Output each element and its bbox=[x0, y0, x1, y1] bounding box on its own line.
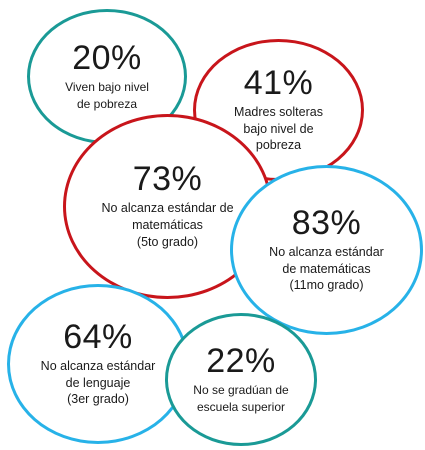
bubble-label-line: escuela superior bbox=[196, 399, 286, 414]
bubble-label-line: No se gradúan de bbox=[193, 383, 289, 398]
bubble-language-3rd-grade: 64% No alcanza estándar de lenguaje (3er… bbox=[7, 284, 189, 444]
bubble-percent: 20% bbox=[72, 39, 142, 78]
bubble-label-line: matemáticas bbox=[132, 218, 203, 233]
bubble-label-line: pobreza bbox=[255, 138, 302, 153]
bubble-label: No alcanza estándar de matemáticas (5to … bbox=[101, 200, 233, 251]
bubble-label-line: bajo nivel de bbox=[243, 121, 314, 136]
bubble-percent: 64% bbox=[63, 317, 133, 356]
bubble-label-line: Madres solteras bbox=[234, 104, 323, 119]
bubble-percent: 73% bbox=[132, 160, 203, 199]
bubble-poverty: 20% Viven bajo nivel de pobreza bbox=[27, 9, 187, 144]
bubble-label: Viven bajo nivel de pobreza bbox=[65, 79, 149, 111]
bubble-label-line: de lenguaje bbox=[65, 375, 131, 390]
bubble-percent: 83% bbox=[291, 203, 362, 242]
bubble-label-line: (11mo grado) bbox=[289, 278, 364, 293]
bubble-label-line: de matemáticas bbox=[282, 261, 371, 276]
bubble-percent: 41% bbox=[243, 63, 314, 102]
bubble-label-line: No alcanza estándar bbox=[269, 244, 384, 259]
bubble-label-line: Viven bajo nivel bbox=[65, 80, 149, 95]
bubble-label: No alcanza estándar de lenguaje (3er gra… bbox=[41, 358, 156, 409]
bubble-label: No alcanza estándar de matemáticas (11mo… bbox=[269, 244, 384, 295]
bubble-label-line: (5to grado) bbox=[136, 234, 199, 249]
bubble-label-line: No alcanza estándar de bbox=[101, 201, 234, 216]
bubble-single-mothers: 41% Madres solteras bajo nivel de pobrez… bbox=[193, 39, 364, 181]
bubble-high-school-dropout: 22% No se gradúan de escuela superior bbox=[165, 313, 317, 446]
bubble-label-line: No alcanza estándar bbox=[40, 358, 156, 373]
bubble-label-line: de pobreza bbox=[76, 96, 138, 111]
bubble-label: No se gradúan de escuela superior bbox=[193, 382, 288, 414]
bubble-label: Madres solteras bajo nivel de pobreza bbox=[234, 104, 323, 155]
bubble-label-line: (3er grado) bbox=[67, 392, 129, 407]
bubble-percent: 22% bbox=[206, 342, 276, 381]
bubble-math-11th-grade: 83% No alcanza estándar de matemáticas (… bbox=[230, 165, 423, 335]
bubble-math-5th-grade: 73% No alcanza estándar de matemáticas (… bbox=[63, 114, 272, 299]
